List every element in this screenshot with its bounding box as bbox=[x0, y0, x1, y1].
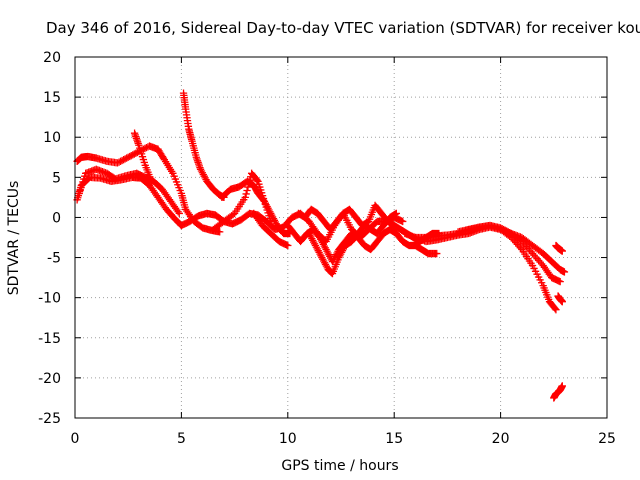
data-point bbox=[267, 217, 275, 226]
y-tick-label: 20 bbox=[43, 50, 61, 66]
chart-title: Day 346 of 2016, Sidereal Day-to-day VTE… bbox=[46, 19, 640, 37]
data-point bbox=[170, 172, 178, 180]
data-point bbox=[259, 194, 268, 203]
data-point bbox=[552, 306, 560, 314]
x-tick-label: 15 bbox=[385, 431, 403, 447]
data-points bbox=[73, 89, 569, 402]
series-track-r bbox=[554, 292, 566, 306]
y-tick-label: 15 bbox=[43, 90, 61, 106]
data-point bbox=[75, 189, 83, 198]
y-tick-label: 0 bbox=[52, 210, 61, 226]
grid-lines bbox=[75, 57, 607, 418]
data-point bbox=[147, 177, 156, 185]
data-point bbox=[257, 186, 265, 194]
plot-frame bbox=[74, 56, 608, 419]
data-point bbox=[171, 175, 179, 183]
y-tick-label: -5 bbox=[47, 251, 61, 267]
series-track-e bbox=[130, 129, 156, 185]
data-point bbox=[175, 183, 183, 192]
data-point bbox=[172, 178, 181, 186]
series-track-h bbox=[218, 177, 294, 238]
data-point bbox=[137, 150, 146, 158]
data-point bbox=[254, 177, 262, 185]
data-point bbox=[258, 192, 267, 200]
data-point bbox=[558, 382, 566, 390]
x-tick-label: 25 bbox=[598, 431, 616, 447]
data-point bbox=[243, 186, 251, 195]
x-tick-label: 5 bbox=[177, 431, 186, 447]
data-point bbox=[558, 247, 566, 255]
series-track-k bbox=[284, 221, 441, 266]
data-point bbox=[264, 209, 272, 217]
data-point bbox=[76, 186, 84, 195]
series-track-s bbox=[550, 382, 566, 402]
series-track-q bbox=[552, 241, 566, 255]
y-tick-label: 10 bbox=[43, 130, 61, 146]
data-point bbox=[244, 183, 252, 191]
data-point bbox=[174, 181, 182, 189]
y-tick-label: -10 bbox=[38, 291, 61, 307]
data-point bbox=[262, 203, 270, 211]
y-tick-label: -15 bbox=[38, 331, 61, 347]
data-point bbox=[258, 189, 266, 197]
data-point bbox=[399, 217, 407, 226]
y-tick-label: 5 bbox=[52, 170, 61, 186]
series-track-p bbox=[454, 221, 569, 276]
data-point bbox=[265, 212, 273, 220]
data-point bbox=[551, 304, 559, 313]
data-point bbox=[433, 249, 441, 258]
data-point bbox=[169, 169, 177, 177]
y-axis-label: SDTVAR / TECUs bbox=[6, 181, 22, 296]
data-point bbox=[140, 158, 148, 167]
data-point bbox=[135, 141, 143, 149]
data-point bbox=[138, 153, 147, 161]
y-tick-label: -25 bbox=[38, 411, 61, 427]
data-point bbox=[80, 175, 88, 183]
data-point bbox=[137, 147, 145, 155]
data-point bbox=[255, 180, 263, 188]
series-track-d bbox=[75, 165, 183, 218]
data-point bbox=[242, 190, 250, 198]
data-point bbox=[266, 214, 274, 223]
data-point bbox=[284, 241, 292, 250]
data-point bbox=[176, 186, 184, 195]
data-point bbox=[261, 200, 269, 208]
data-point bbox=[79, 178, 87, 186]
series-track-a bbox=[73, 142, 162, 167]
data-point bbox=[560, 268, 569, 276]
data-point bbox=[256, 183, 264, 191]
x-tick-label: 0 bbox=[71, 431, 80, 447]
data-point bbox=[77, 183, 85, 192]
data-point bbox=[260, 197, 269, 206]
data-point bbox=[175, 209, 183, 218]
data-point bbox=[216, 228, 224, 236]
x-tick-label: 20 bbox=[492, 431, 510, 447]
data-point bbox=[253, 176, 261, 184]
data-point bbox=[241, 193, 249, 202]
data-point bbox=[246, 176, 254, 184]
series-track-j bbox=[250, 209, 292, 250]
series-track-i bbox=[209, 169, 275, 234]
data-point bbox=[245, 179, 253, 188]
data-point bbox=[556, 277, 564, 286]
data-point bbox=[263, 206, 271, 214]
data-point bbox=[136, 144, 144, 152]
data-point bbox=[392, 209, 400, 218]
x-tick-label: 10 bbox=[279, 431, 297, 447]
series-track-b bbox=[154, 145, 224, 236]
data-point bbox=[558, 298, 566, 306]
series-track-f bbox=[179, 89, 228, 202]
y-tick-label: -20 bbox=[38, 371, 61, 387]
x-axis-label: GPS time / hours bbox=[281, 458, 398, 474]
data-point bbox=[139, 155, 148, 164]
data-point bbox=[78, 181, 86, 189]
